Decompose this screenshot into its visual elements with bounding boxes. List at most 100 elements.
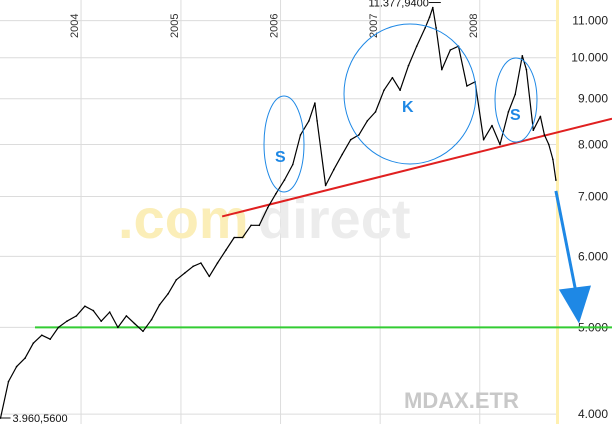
price-point [92, 309, 95, 312]
target-arrow [554, 190, 591, 324]
price-point [507, 111, 510, 113]
price-point [432, 6, 434, 9]
head-and-shoulders-pattern: S K S [263, 23, 538, 193]
price-point [441, 68, 443, 71]
price-point [41, 334, 43, 337]
right-shoulder-label: S [510, 107, 521, 124]
price-point [333, 168, 335, 171]
price-point [167, 293, 169, 295]
price-point [299, 134, 302, 136]
head-label: K [402, 99, 414, 116]
price-point [532, 129, 535, 131]
price-point [75, 315, 78, 317]
y-tick-label: 11.000 [572, 14, 608, 28]
price-point [84, 305, 86, 308]
y-axis-ticks: 4.0005.0006.0007.0008.0009.00010.00011.0… [571, 14, 608, 421]
y-tick-label: 4.000 [578, 407, 608, 421]
y-tick-label: 8.000 [578, 138, 608, 152]
price-point [100, 320, 102, 323]
x-tick-label: 2006 [269, 14, 281, 38]
price-point [142, 330, 144, 333]
price-point [15, 365, 18, 368]
left-shoulder-label: S [275, 149, 286, 166]
y-tick-label: 6.000 [578, 249, 608, 263]
price-line [0, 7, 557, 419]
x-tick-label: 2007 [368, 14, 380, 38]
price-point [314, 102, 316, 104]
price-point [125, 315, 128, 317]
price-point [491, 124, 493, 127]
price-point [266, 206, 269, 209]
price-point [366, 120, 369, 122]
high-label: 11.377,9400 [368, 0, 428, 10]
watermark-direct: direct [258, 187, 411, 250]
price-point [552, 158, 554, 161]
price-point [24, 357, 26, 359]
price-point [117, 326, 119, 329]
price-point [555, 179, 557, 181]
price-point [241, 236, 244, 239]
price-point [407, 64, 410, 67]
price-point [225, 249, 227, 251]
price-point [341, 153, 344, 156]
target-arrow-head [559, 285, 591, 324]
price-point [275, 192, 277, 195]
price-point [200, 262, 202, 264]
y-tick-label: 7.000 [578, 189, 608, 203]
price-point [525, 68, 528, 71]
price-point [57, 326, 60, 329]
neckline [221, 117, 612, 218]
price-point [383, 89, 385, 91]
price-point [308, 120, 310, 122]
price-point [349, 138, 352, 141]
price-point [548, 143, 550, 146]
y-tick-label: 9.000 [578, 92, 608, 106]
price-point [66, 320, 68, 323]
watermark-com: .com [118, 187, 249, 250]
price-point [316, 120, 318, 122]
price-point [514, 93, 516, 96]
price-point [374, 111, 377, 113]
price-point [133, 322, 136, 325]
price-annotations: 11.377,9400 3.960,5600 [0, 0, 441, 424]
low-label: 3.960,5600 [13, 413, 68, 424]
x-tick-label: 2004 [69, 14, 81, 38]
price-point [208, 275, 211, 278]
right-shoulder-circle [494, 57, 538, 143]
left-shoulder-circle [263, 95, 305, 193]
target-arrow-shaft [554, 190, 579, 298]
price-point [175, 279, 178, 281]
price-point [428, 16, 431, 18]
price-point [258, 224, 261, 227]
price-point [539, 115, 542, 118]
price-point [482, 138, 485, 141]
x-axis-ticks: 2004 2005 2006 2007 2008 [69, 14, 480, 38]
price-point [499, 143, 501, 146]
x-tick-label: 2008 [468, 14, 480, 38]
price-point [292, 163, 294, 166]
price-point [192, 265, 194, 268]
price-point [415, 45, 418, 47]
price-point [158, 303, 161, 306]
price-point [399, 89, 401, 91]
price-point [150, 318, 153, 321]
price-point [543, 134, 546, 136]
price-point [435, 27, 437, 29]
y-tick-label: 10.000 [571, 51, 608, 65]
price-point [32, 342, 35, 345]
price-point [449, 49, 452, 51]
symbol-label: MDAX.ETR [404, 388, 519, 413]
price-point [466, 85, 468, 87]
price-point [49, 338, 51, 341]
price-point [108, 311, 111, 313]
price-point [7, 380, 10, 383]
price-point [358, 134, 360, 136]
x-tick-label: 2005 [169, 14, 181, 38]
price-point [216, 262, 219, 264]
head-circle [343, 23, 477, 165]
price-point [424, 27, 427, 29]
price-point [184, 272, 186, 274]
price-point [283, 179, 286, 181]
price-point [324, 184, 327, 187]
